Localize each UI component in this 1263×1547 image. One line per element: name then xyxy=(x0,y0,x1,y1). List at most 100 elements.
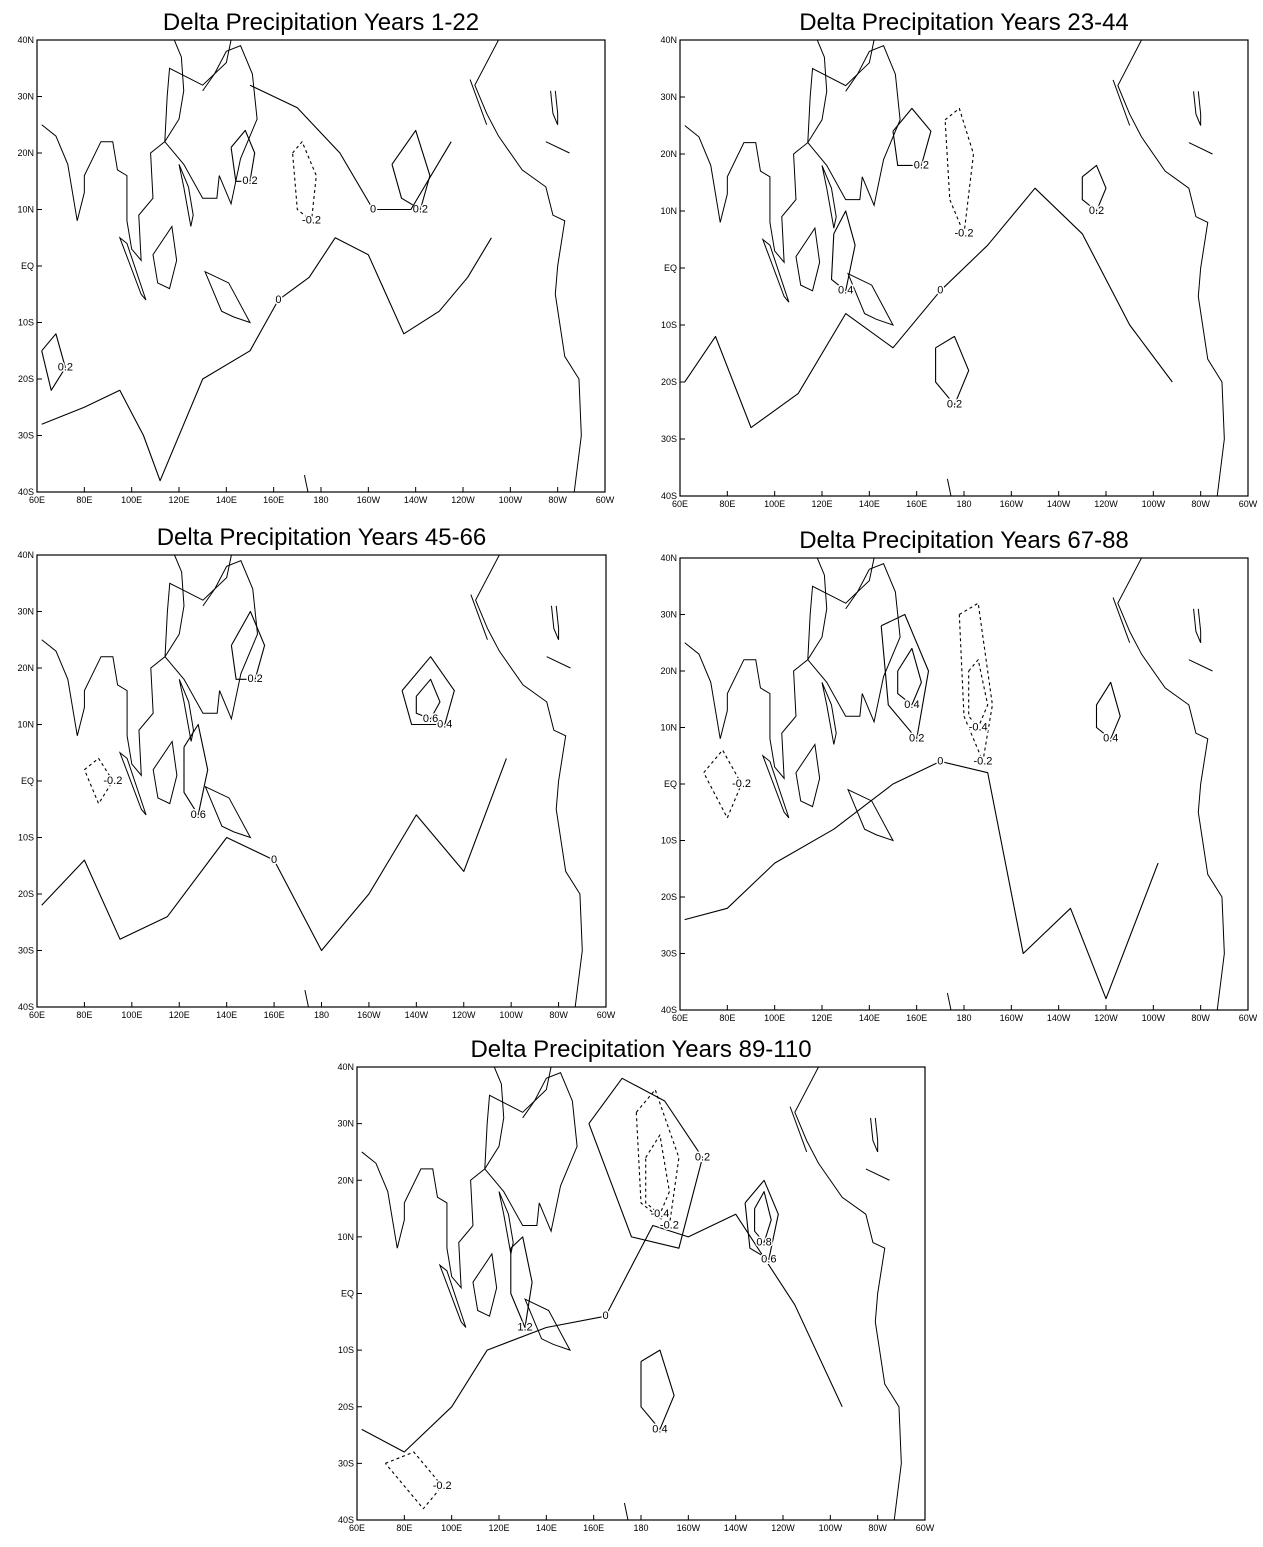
x-tick-label: 180 xyxy=(956,499,971,509)
contour-label: 0.2 xyxy=(247,673,262,685)
contour-line xyxy=(42,238,492,481)
contour-line xyxy=(685,761,1158,998)
y-tick-label: 10N xyxy=(660,723,677,733)
x-tick-label: 160E xyxy=(906,499,927,509)
contour-label: 0.8 xyxy=(756,1236,771,1248)
x-tick-label: 120W xyxy=(452,1010,476,1020)
x-tick-label: 120E xyxy=(811,1013,832,1023)
contour-label: -0.2 xyxy=(302,215,321,227)
contour-line xyxy=(392,130,430,209)
y-tick-label: 20N xyxy=(17,148,34,158)
contour-label: 0.6 xyxy=(761,1253,776,1265)
coastline xyxy=(685,40,1225,530)
x-tick-label: 140W xyxy=(405,1010,429,1020)
y-tick-label: 30S xyxy=(661,949,677,959)
x-tick-label: 160E xyxy=(583,1523,604,1533)
contour-line xyxy=(898,648,922,705)
x-tick-label: 120W xyxy=(451,495,475,505)
x-tick-label: 140E xyxy=(216,1010,237,1020)
y-tick-label: 40N xyxy=(17,35,34,45)
contour-line xyxy=(231,612,264,680)
x-tick-label: 80E xyxy=(76,495,92,505)
y-tick-label: 40S xyxy=(18,487,34,497)
x-tick-label: 160W xyxy=(1000,1013,1024,1023)
y-tick-label: 10N xyxy=(337,1232,354,1242)
y-tick-label: 10S xyxy=(18,318,34,328)
coastline xyxy=(42,555,583,1041)
x-tick-label: 120E xyxy=(488,1523,509,1533)
contour-label: 0.6 xyxy=(423,713,438,725)
y-tick-label: 40N xyxy=(660,553,677,563)
x-tick-label: 140W xyxy=(1047,1013,1071,1023)
x-tick-label: 80E xyxy=(76,1010,92,1020)
x-tick-label: 180 xyxy=(314,1010,329,1020)
x-tick-label: 100W xyxy=(819,1523,843,1533)
y-tick-label: 40S xyxy=(18,1002,34,1012)
y-tick-label: 30N xyxy=(660,610,677,620)
y-tick-label: 40S xyxy=(661,491,677,501)
x-tick-label: 80E xyxy=(719,1013,735,1023)
x-tick-label: 80W xyxy=(1191,499,1210,509)
contour-label: 0 xyxy=(275,294,281,306)
contour-label: 0 xyxy=(602,1310,608,1322)
contour-line xyxy=(646,1135,670,1214)
x-tick-label: 100E xyxy=(764,1013,785,1023)
figure: 00.2-0.20.20.2060E80E100E120E140E160E180… xyxy=(0,0,1263,1542)
contour-label: 0.4 xyxy=(652,1423,667,1435)
x-tick-label: 100E xyxy=(121,1010,142,1020)
map-panel: 00.2-0.2-0.40.60.81.20.4-0.260E80E100E12… xyxy=(337,1036,934,1542)
x-tick-label: 120E xyxy=(811,499,832,509)
x-tick-label: 100W xyxy=(1142,1013,1166,1023)
contour-label: -0.2 xyxy=(103,775,122,787)
y-tick-label: EQ xyxy=(664,779,677,789)
contour-line xyxy=(589,1078,703,1248)
x-tick-label: 80E xyxy=(719,499,735,509)
contour-line xyxy=(685,188,1173,427)
contour-label: 1.2 xyxy=(517,1321,532,1333)
y-tick-label: 30S xyxy=(18,431,34,441)
y-tick-label: 30S xyxy=(18,946,34,956)
contour-label: 0.2 xyxy=(909,733,924,745)
x-tick-label: 160E xyxy=(264,1010,285,1020)
contour-label: -0.4 xyxy=(650,1208,669,1220)
coastline xyxy=(42,40,582,526)
y-tick-label: 40N xyxy=(17,550,34,560)
x-tick-label: 80W xyxy=(548,495,567,505)
contour-label: 0 xyxy=(937,285,943,297)
x-tick-label: 160E xyxy=(906,1013,927,1023)
x-tick-label: 60W xyxy=(916,1523,935,1533)
contour-label: 0.2 xyxy=(242,175,257,187)
x-tick-label: 160W xyxy=(1000,499,1024,509)
map-panel: 00.2-0.20.40.20.260E80E100E120E140E160E1… xyxy=(660,9,1257,530)
contour-line xyxy=(893,108,931,165)
x-tick-label: 120W xyxy=(1094,1013,1118,1023)
page: 00.2-0.20.20.2060E80E100E120E140E160E180… xyxy=(0,0,1263,1547)
y-tick-label: 20N xyxy=(660,149,677,159)
x-tick-label: 80W xyxy=(549,1010,568,1020)
contour-line xyxy=(755,1192,772,1243)
y-tick-label: 10S xyxy=(18,833,34,843)
y-tick-label: EQ xyxy=(341,1289,354,1299)
y-tick-label: EQ xyxy=(664,263,677,273)
y-tick-label: 20S xyxy=(661,377,677,387)
contour-line xyxy=(641,1350,674,1429)
panel-title: Delta Precipitation Years 1-22 xyxy=(163,9,479,36)
x-tick-label: 100W xyxy=(1142,499,1166,509)
y-tick-label: 10N xyxy=(660,206,677,216)
panel-title: Delta Precipitation Years 67-88 xyxy=(799,527,1129,554)
contour-label: -0.2 xyxy=(973,755,992,767)
x-tick-label: 60W xyxy=(596,495,615,505)
x-tick-label: 160E xyxy=(263,495,284,505)
x-tick-label: 120W xyxy=(1094,499,1118,509)
x-tick-label: 120E xyxy=(169,1010,190,1020)
y-tick-label: 40N xyxy=(337,1062,354,1072)
y-tick-label: 40S xyxy=(661,1005,677,1015)
y-tick-label: 10N xyxy=(17,720,34,730)
contour-line xyxy=(636,1090,679,1226)
contour-label: 0.2 xyxy=(914,159,929,171)
x-tick-label: 100W xyxy=(499,1010,523,1020)
contour-label: 0.4 xyxy=(904,699,919,711)
x-tick-label: 80E xyxy=(396,1523,412,1533)
